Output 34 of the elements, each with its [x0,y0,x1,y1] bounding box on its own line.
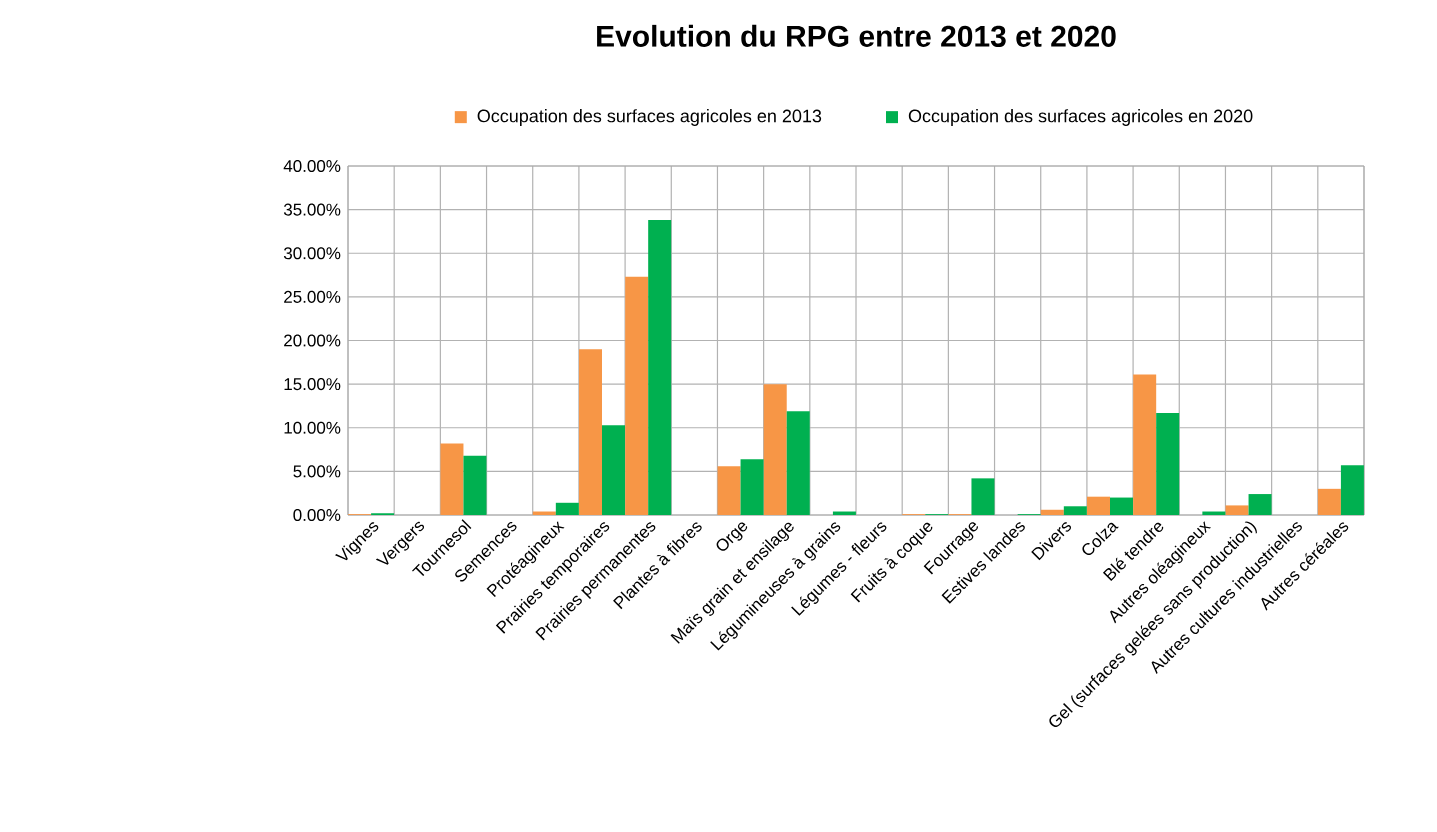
chart-title: Evolution du RPG entre 2013 et 2020 [597,24,1116,47]
bar [1110,497,1134,515]
bar [602,425,625,515]
y-tick-label: 30.00% [283,247,341,260]
y-tick-label: 0.00% [293,509,341,522]
bar [463,455,487,515]
bar [1340,465,1364,515]
bar [1225,505,1249,515]
bar [625,276,649,515]
y-tick-label: 15.00% [284,378,341,391]
bar [1040,509,1064,515]
bar [1248,494,1272,515]
bar [740,459,764,515]
bar [579,349,602,515]
bar [1156,412,1180,515]
y-tick-label: 40.00% [283,160,341,173]
bar [1317,488,1341,515]
y-tick-label: 10.00% [284,421,341,434]
bar [648,220,672,515]
bar [717,466,741,515]
bar [440,443,464,515]
y-tick-label: 35.00% [283,203,341,216]
y-tick-label: 20.00% [284,334,341,347]
bar [763,384,787,515]
bar [1133,374,1157,515]
bar [971,478,995,515]
legend-label: Occupation des surfaces agricoles en 2020 [908,109,1253,126]
y-tick-label: 25.00% [284,290,341,303]
bar [786,411,810,515]
bar [555,502,579,515]
bar [1063,506,1087,515]
y-tick-label: 5.00% [293,465,341,478]
bar [1087,496,1111,515]
legend-label: Occupation des surfaces agricoles en 2013 [477,109,822,126]
